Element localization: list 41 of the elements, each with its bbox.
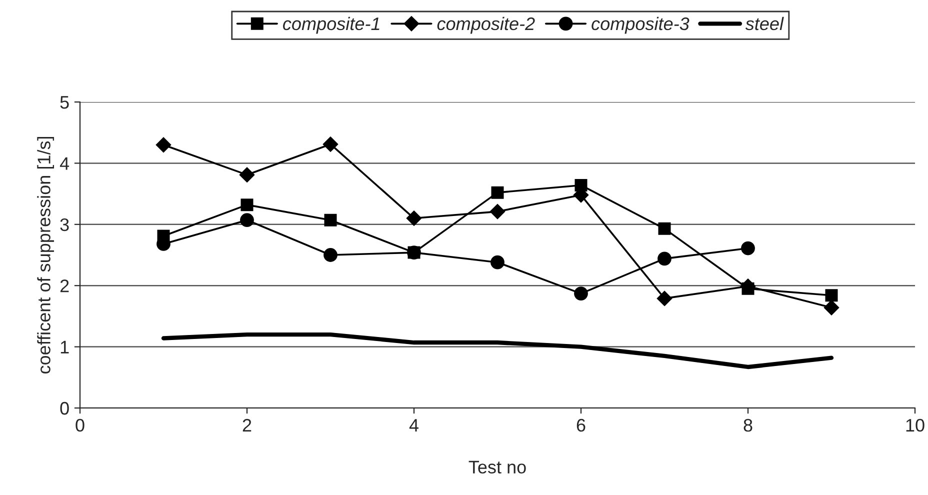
line-series <box>161 332 834 370</box>
point <box>240 198 254 212</box>
point <box>658 222 671 235</box>
point <box>408 246 420 259</box>
legend-label: composite-3 <box>592 16 690 34</box>
point <box>574 286 588 300</box>
y-tick-label: 3 <box>60 218 69 232</box>
y-tick-label: 2 <box>60 280 69 292</box>
point <box>490 204 506 220</box>
point <box>491 186 504 199</box>
x-tick-label: 6 <box>576 418 586 432</box>
point <box>239 167 255 182</box>
x-axis-title: Test no <box>468 460 526 474</box>
y-tick-label: 4 <box>60 157 70 170</box>
point <box>324 214 337 226</box>
y-tick-label: 5 <box>60 96 69 109</box>
point <box>742 282 754 295</box>
y-tick-label: 0 <box>60 402 69 415</box>
x-tick-label: 8 <box>744 418 752 432</box>
x-tick-label: 2 <box>242 418 252 432</box>
point <box>656 290 672 306</box>
x-tick-label: 4 <box>409 419 418 432</box>
point <box>825 289 838 302</box>
point <box>240 213 254 228</box>
point <box>406 210 422 226</box>
point <box>156 137 172 152</box>
point <box>741 241 755 256</box>
y-tick-label: 1 <box>60 340 69 354</box>
point <box>658 252 672 266</box>
point <box>574 178 588 192</box>
legend-label: steel <box>745 16 784 30</box>
point <box>322 136 338 152</box>
y-axis-title: coefficent of suppression [1/s] <box>37 137 54 374</box>
legend-label: composite-2 <box>437 16 535 34</box>
x-tick-label: 10 <box>906 418 924 432</box>
point <box>324 248 338 262</box>
legend-label: composite-1 <box>283 16 380 34</box>
point <box>157 230 170 242</box>
point <box>824 300 840 316</box>
point <box>490 255 504 270</box>
x-tick-label: 0 <box>76 418 84 432</box>
